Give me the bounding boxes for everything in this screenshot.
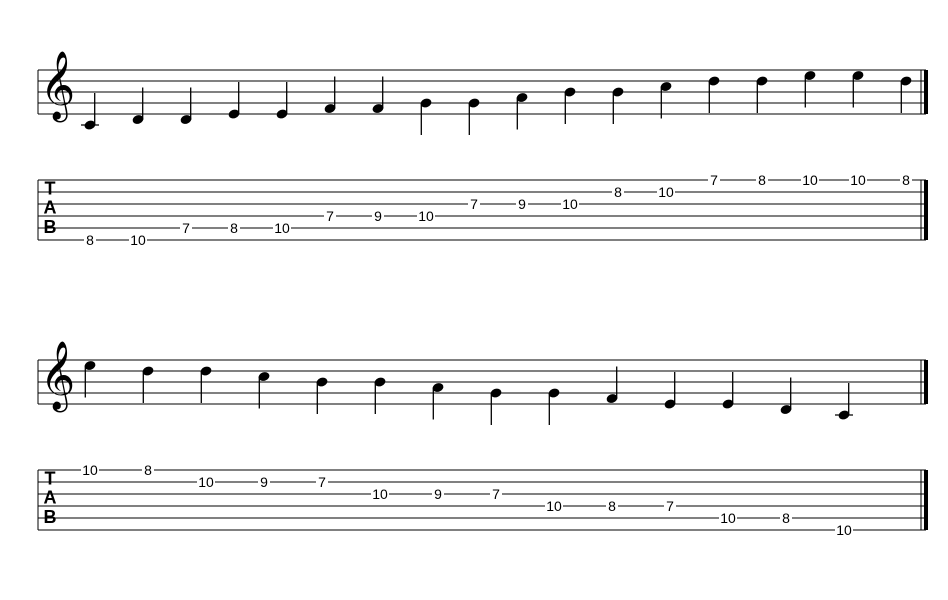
tab-fret: 10: [372, 486, 388, 502]
tab-fret: 8: [86, 232, 94, 248]
treble-clef: 𝄞: [40, 52, 75, 122]
tab-fret: 7: [492, 486, 500, 502]
tab-label-letter: A: [44, 488, 57, 508]
tab-fret: 7: [666, 498, 674, 514]
tab-label-letter: B: [44, 507, 57, 527]
tab-fret: 10: [198, 474, 214, 490]
music-score: 𝄞TAB8107810791079108107810108𝄞TAB1081097…: [20, 20, 928, 580]
tab-fret: 10: [850, 172, 866, 188]
tab-fret: 10: [720, 510, 736, 526]
tab-fret: 8: [782, 510, 790, 526]
tab-label-letter: T: [45, 178, 56, 198]
tab-fret: 10: [82, 462, 98, 478]
tab-fret: 9: [434, 486, 442, 502]
tab-fret: 10: [274, 220, 290, 236]
tab-fret: 7: [710, 172, 718, 188]
tab-fret: 10: [836, 522, 852, 538]
tab-label-letter: A: [44, 198, 57, 218]
tab-label-letter: T: [45, 468, 56, 488]
tab-fret: 8: [902, 172, 910, 188]
tab-fret: 8: [144, 462, 152, 478]
tab-fret: 10: [418, 208, 434, 224]
tab-fret: 7: [470, 196, 478, 212]
tab-fret: 8: [758, 172, 766, 188]
tab-fret: 8: [608, 498, 616, 514]
tab-fret: 10: [802, 172, 818, 188]
tab-fret: 7: [318, 474, 326, 490]
tab-fret: 10: [130, 232, 146, 248]
tab-fret: 8: [230, 220, 238, 236]
tab-fret: 9: [518, 196, 526, 212]
tab-fret: 10: [562, 196, 578, 212]
tab-fret: 7: [326, 208, 334, 224]
tab-fret: 9: [374, 208, 382, 224]
tab-label-letter: B: [44, 217, 57, 237]
tab-fret: 9: [260, 474, 268, 490]
treble-clef: 𝄞: [40, 342, 75, 412]
tab-fret: 7: [182, 220, 190, 236]
tab-fret: 10: [546, 498, 562, 514]
tab-fret: 10: [658, 184, 674, 200]
tab-fret: 8: [614, 184, 622, 200]
